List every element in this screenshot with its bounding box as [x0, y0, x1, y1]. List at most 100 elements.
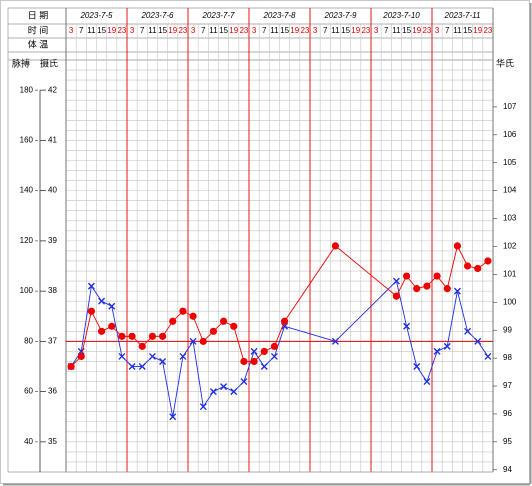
temp-mark: [230, 388, 238, 396]
date: 2023-7-11: [444, 11, 481, 20]
time: 15: [158, 26, 167, 35]
time: 15: [341, 26, 350, 35]
pulse-dot: [474, 264, 482, 273]
time: 11: [87, 26, 96, 35]
connector: [172, 356, 184, 417]
temp-mark: [87, 282, 95, 290]
y3-tick-label: 101: [503, 269, 517, 278]
time: 23: [361, 26, 370, 35]
pulse-dot: [280, 317, 289, 325]
time: 19: [168, 26, 177, 35]
date: 2023-7-7: [201, 11, 235, 20]
y2-tick-label: 100: [20, 286, 34, 295]
connector: [273, 326, 286, 357]
time: 19: [290, 26, 299, 35]
y2-tick-label: 60: [24, 387, 33, 396]
pulse-dot: [443, 285, 451, 293]
temp-mark: [138, 362, 146, 370]
time: 7: [79, 26, 84, 35]
temp-mark: [270, 352, 278, 360]
connector: [456, 291, 469, 332]
pulse-dot: [463, 262, 472, 270]
time: 11: [331, 26, 340, 35]
pulse-dot: [453, 242, 462, 250]
time: 15: [402, 26, 411, 35]
pulse-label: 脉搏: [12, 57, 30, 68]
connector: [457, 245, 468, 267]
celsius-label: 摄氏: [40, 57, 58, 68]
temp-mark: [108, 302, 116, 310]
pulse-dot: [423, 282, 431, 290]
time: 3: [69, 26, 74, 35]
pulse-dot: [484, 257, 492, 265]
connector: [162, 361, 174, 417]
temp-mark: [453, 287, 461, 295]
pulse-dot: [413, 285, 421, 293]
pulse-dot: [138, 342, 146, 350]
time: 11: [148, 26, 157, 35]
pulse-dot: [169, 317, 177, 325]
time: 3: [435, 26, 440, 35]
y2-tick-label: 40: [24, 437, 33, 446]
pulse-dot: [108, 322, 116, 330]
time: 19: [412, 26, 421, 35]
y2-tick-label: 120: [20, 236, 34, 245]
pulse-dot: [87, 307, 96, 315]
time: 23: [117, 26, 126, 35]
connector: [192, 341, 204, 407]
y3-tick-label: 99: [503, 325, 512, 334]
pulse-dot: [179, 307, 187, 315]
y-tick-label: 39: [48, 236, 57, 245]
date: 2023-7-8: [262, 11, 296, 20]
connector: [284, 245, 336, 322]
temp-mark: [260, 362, 268, 370]
temp-mark: [484, 352, 492, 360]
y3-tick-label: 104: [503, 186, 517, 195]
connector: [396, 275, 407, 297]
time: 7: [262, 26, 267, 35]
pulse-dot: [77, 352, 85, 361]
y3-tick-label: 106: [503, 130, 517, 139]
temp-mark: [250, 347, 258, 355]
temp-mark: [209, 388, 217, 396]
pulse-dot: [189, 312, 197, 320]
pulse-dot: [118, 332, 126, 340]
time: 15: [280, 26, 289, 35]
y3-tick-label: 94: [503, 465, 512, 474]
time: 11: [453, 26, 462, 35]
connector: [426, 351, 438, 382]
pulse-dot: [230, 322, 238, 330]
temp-mark: [413, 362, 421, 370]
y3-tick-label: 100: [503, 297, 517, 306]
y2-tick-label: 80: [24, 336, 33, 345]
pulse-dot: [433, 272, 441, 280]
time: 15: [463, 26, 472, 35]
connector: [91, 311, 102, 332]
y3-tick-label: 98: [503, 353, 512, 362]
date: 2023-7-6: [140, 11, 174, 20]
pulse-dot: [392, 292, 401, 300]
temp-mark: [392, 277, 400, 285]
y-tick-label: 42: [48, 85, 57, 94]
connector: [446, 291, 458, 347]
temp-mark: [199, 403, 207, 411]
pulse-dot: [158, 332, 167, 340]
y2-tick-label: 140: [20, 186, 34, 195]
temp-mark: [331, 337, 339, 345]
fahrenheit-label: 华氏: [496, 57, 514, 68]
time: 7: [384, 26, 389, 35]
time: 3: [252, 26, 257, 35]
pulse-dot: [209, 327, 218, 335]
date: 2023-7-9: [323, 11, 357, 20]
time: 3: [191, 26, 196, 35]
y-tick-label: 41: [48, 135, 57, 144]
y2-tick-label: 180: [20, 85, 34, 94]
connector: [80, 286, 92, 352]
temp-mark: [474, 337, 482, 345]
connector: [243, 351, 255, 382]
pulse-dot: [219, 317, 228, 325]
temp-mark: [220, 383, 228, 391]
time: 23: [178, 26, 187, 35]
